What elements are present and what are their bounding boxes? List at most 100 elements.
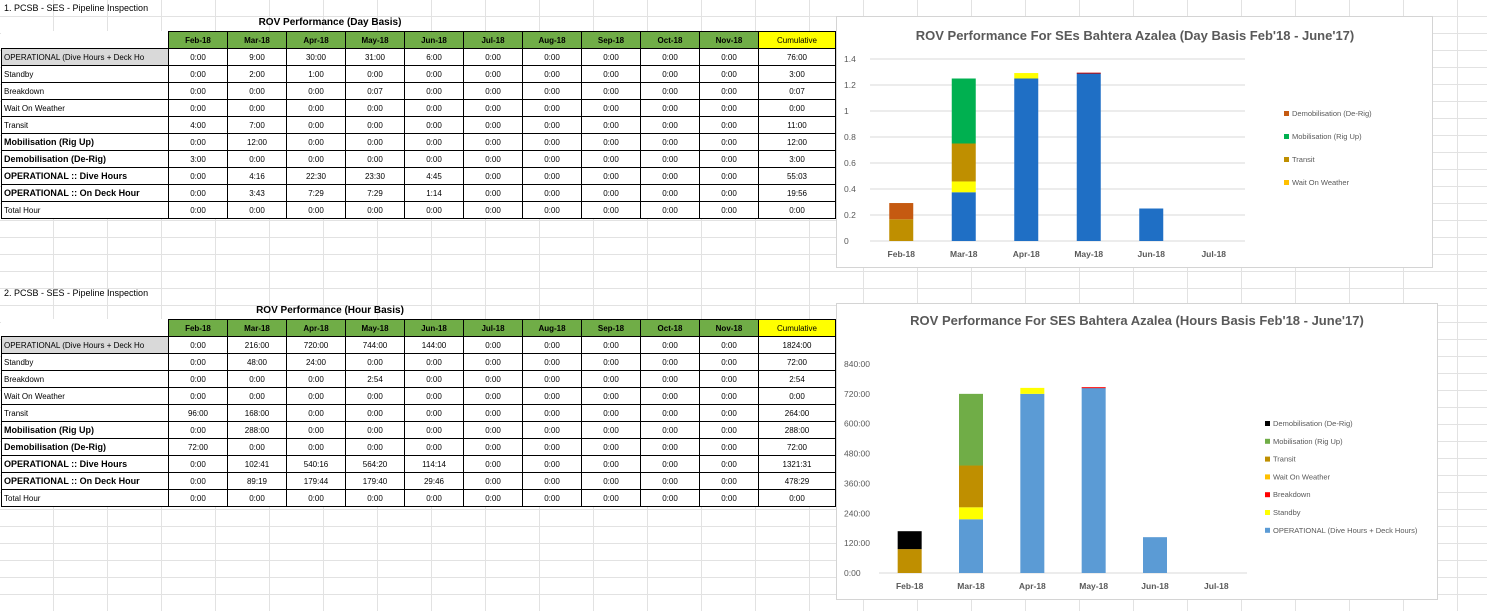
value-cell[interactable]: 0:00	[463, 82, 523, 100]
value-cell[interactable]: 0:00	[640, 48, 700, 66]
legend-entry[interactable]: Mobilisation (Rig Up)	[1292, 132, 1362, 141]
value-cell[interactable]: 0:00	[581, 82, 641, 100]
value-cell[interactable]: 0:00	[699, 353, 759, 371]
value-cell[interactable]: 3:43	[227, 184, 287, 202]
value-cell[interactable]: 0:00	[345, 99, 405, 117]
column-header[interactable]: May-18	[345, 319, 405, 337]
bar-segment[interactable]	[1081, 387, 1106, 573]
value-cell[interactable]: 0:00	[463, 116, 523, 134]
value-cell[interactable]: 0:00	[227, 99, 287, 117]
value-cell[interactable]: 0:00	[463, 336, 523, 354]
value-cell[interactable]: 564:20	[345, 455, 405, 473]
column-header[interactable]: May-18	[345, 31, 405, 49]
value-cell[interactable]: 0:00	[168, 472, 228, 490]
row-label-cell[interactable]: OPERATIONAL :: On Deck Hour	[1, 472, 169, 490]
value-cell[interactable]: 1:00	[286, 65, 346, 83]
value-cell[interactable]: 0:00	[345, 201, 405, 219]
row-label-cell[interactable]: Breakdown	[1, 82, 169, 100]
legend-entry[interactable]: Wait On Weather	[1292, 178, 1350, 187]
value-cell[interactable]: 0:00	[581, 336, 641, 354]
value-cell[interactable]: 0:00	[699, 133, 759, 151]
value-cell[interactable]: 0:07	[345, 82, 405, 100]
value-cell[interactable]: 0:00	[581, 65, 641, 83]
value-cell[interactable]: 0:00	[404, 82, 464, 100]
value-cell[interactable]: 0:00	[463, 387, 523, 405]
row-label-cell[interactable]: Demobilisation (De-Rig)	[1, 150, 169, 168]
bar-segment[interactable]	[959, 465, 983, 508]
value-cell[interactable]: 0:00	[404, 387, 464, 405]
value-cell[interactable]: 0:00	[404, 404, 464, 422]
value-cell[interactable]: 0:00	[699, 65, 759, 83]
value-cell[interactable]: 29:46	[404, 472, 464, 490]
value-cell[interactable]: 0:00	[581, 370, 641, 388]
value-cell[interactable]: 0:00	[345, 133, 405, 151]
value-cell[interactable]: 0:00	[522, 455, 582, 473]
value-cell[interactable]: 0:00	[463, 404, 523, 422]
value-cell[interactable]: 0:00	[699, 404, 759, 422]
value-cell[interactable]: 0:00	[581, 489, 641, 507]
value-cell[interactable]: 96:00	[168, 404, 228, 422]
value-cell[interactable]: 0:00	[640, 404, 700, 422]
value-cell[interactable]: 0:00	[581, 353, 641, 371]
value-cell[interactable]: 0:00	[286, 421, 346, 439]
value-cell[interactable]: 0:00	[699, 82, 759, 100]
value-cell[interactable]: 0:00	[286, 201, 346, 219]
column-header[interactable]: Sep-18	[581, 31, 641, 49]
column-header[interactable]: Mar-18	[227, 319, 287, 337]
value-cell[interactable]: 0:00	[699, 336, 759, 354]
value-cell[interactable]: 4:45	[404, 167, 464, 185]
value-cell[interactable]: 720:00	[286, 336, 346, 354]
value-cell[interactable]: 0:00	[522, 99, 582, 117]
value-cell[interactable]: 0:00	[345, 116, 405, 134]
value-cell[interactable]: 2:54	[758, 370, 836, 388]
value-cell[interactable]: 264:00	[758, 404, 836, 422]
bar-segment[interactable]	[897, 531, 922, 550]
value-cell[interactable]: 0:00	[463, 489, 523, 507]
value-cell[interactable]: 0:00	[227, 201, 287, 219]
value-cell[interactable]: 12:00	[758, 133, 836, 151]
value-cell[interactable]: 0:00	[699, 421, 759, 439]
value-cell[interactable]: 7:29	[286, 184, 346, 202]
bar-segment[interactable]	[951, 181, 976, 193]
legend-entry[interactable]: Demobilisation (De-Rig)	[1292, 109, 1372, 118]
value-cell[interactable]: 0:00	[522, 65, 582, 83]
value-cell[interactable]: 0:00	[286, 370, 346, 388]
value-cell[interactable]: 72:00	[758, 353, 836, 371]
value-cell[interactable]: 0:00	[168, 184, 228, 202]
value-cell[interactable]: 0:00	[227, 438, 287, 456]
value-cell[interactable]: 0:00	[168, 65, 228, 83]
value-cell[interactable]: 0:00	[640, 336, 700, 354]
value-cell[interactable]: 0:00	[227, 387, 287, 405]
value-cell[interactable]: 0:00	[286, 404, 346, 422]
value-cell[interactable]: 0:00	[168, 489, 228, 507]
value-cell[interactable]: 0:00	[581, 438, 641, 456]
value-cell[interactable]: 9:00	[227, 48, 287, 66]
value-cell[interactable]: 0:00	[168, 167, 228, 185]
value-cell[interactable]: 0:00	[640, 201, 700, 219]
row-label-cell[interactable]: OPERATIONAL (Dive Hours + Deck Ho	[1, 48, 169, 66]
value-cell[interactable]: 0:00	[640, 489, 700, 507]
value-cell[interactable]: 168:00	[227, 404, 287, 422]
bar-segment[interactable]	[889, 203, 914, 220]
value-cell[interactable]: 0:00	[699, 455, 759, 473]
value-cell[interactable]: 0:00	[522, 438, 582, 456]
value-cell[interactable]: 0:00	[581, 421, 641, 439]
value-cell[interactable]: 0:00	[286, 387, 346, 405]
row-label-cell[interactable]: Transit	[1, 404, 169, 422]
value-cell[interactable]: 0:00	[168, 455, 228, 473]
bar-segment[interactable]	[1081, 387, 1106, 389]
legend-entry[interactable]: Standby	[1273, 508, 1301, 517]
value-cell[interactable]: 0:00	[286, 489, 346, 507]
bar-segment[interactable]	[889, 219, 914, 241]
value-cell[interactable]: 0:00	[522, 472, 582, 490]
column-header[interactable]: Feb-18	[168, 31, 228, 49]
row-label-cell[interactable]: Demobilisation (De-Rig)	[1, 438, 169, 456]
day-basis-chart[interactable]: ROV Performance For SEs Bahtera Azalea (…	[836, 16, 1433, 268]
value-cell[interactable]: 0:00	[345, 489, 405, 507]
bar-segment[interactable]	[1143, 537, 1167, 573]
value-cell[interactable]: 0:00	[522, 404, 582, 422]
value-cell[interactable]: 216:00	[227, 336, 287, 354]
bar-segment[interactable]	[959, 507, 983, 520]
value-cell[interactable]: 179:40	[345, 472, 405, 490]
value-cell[interactable]: 0:00	[522, 150, 582, 168]
